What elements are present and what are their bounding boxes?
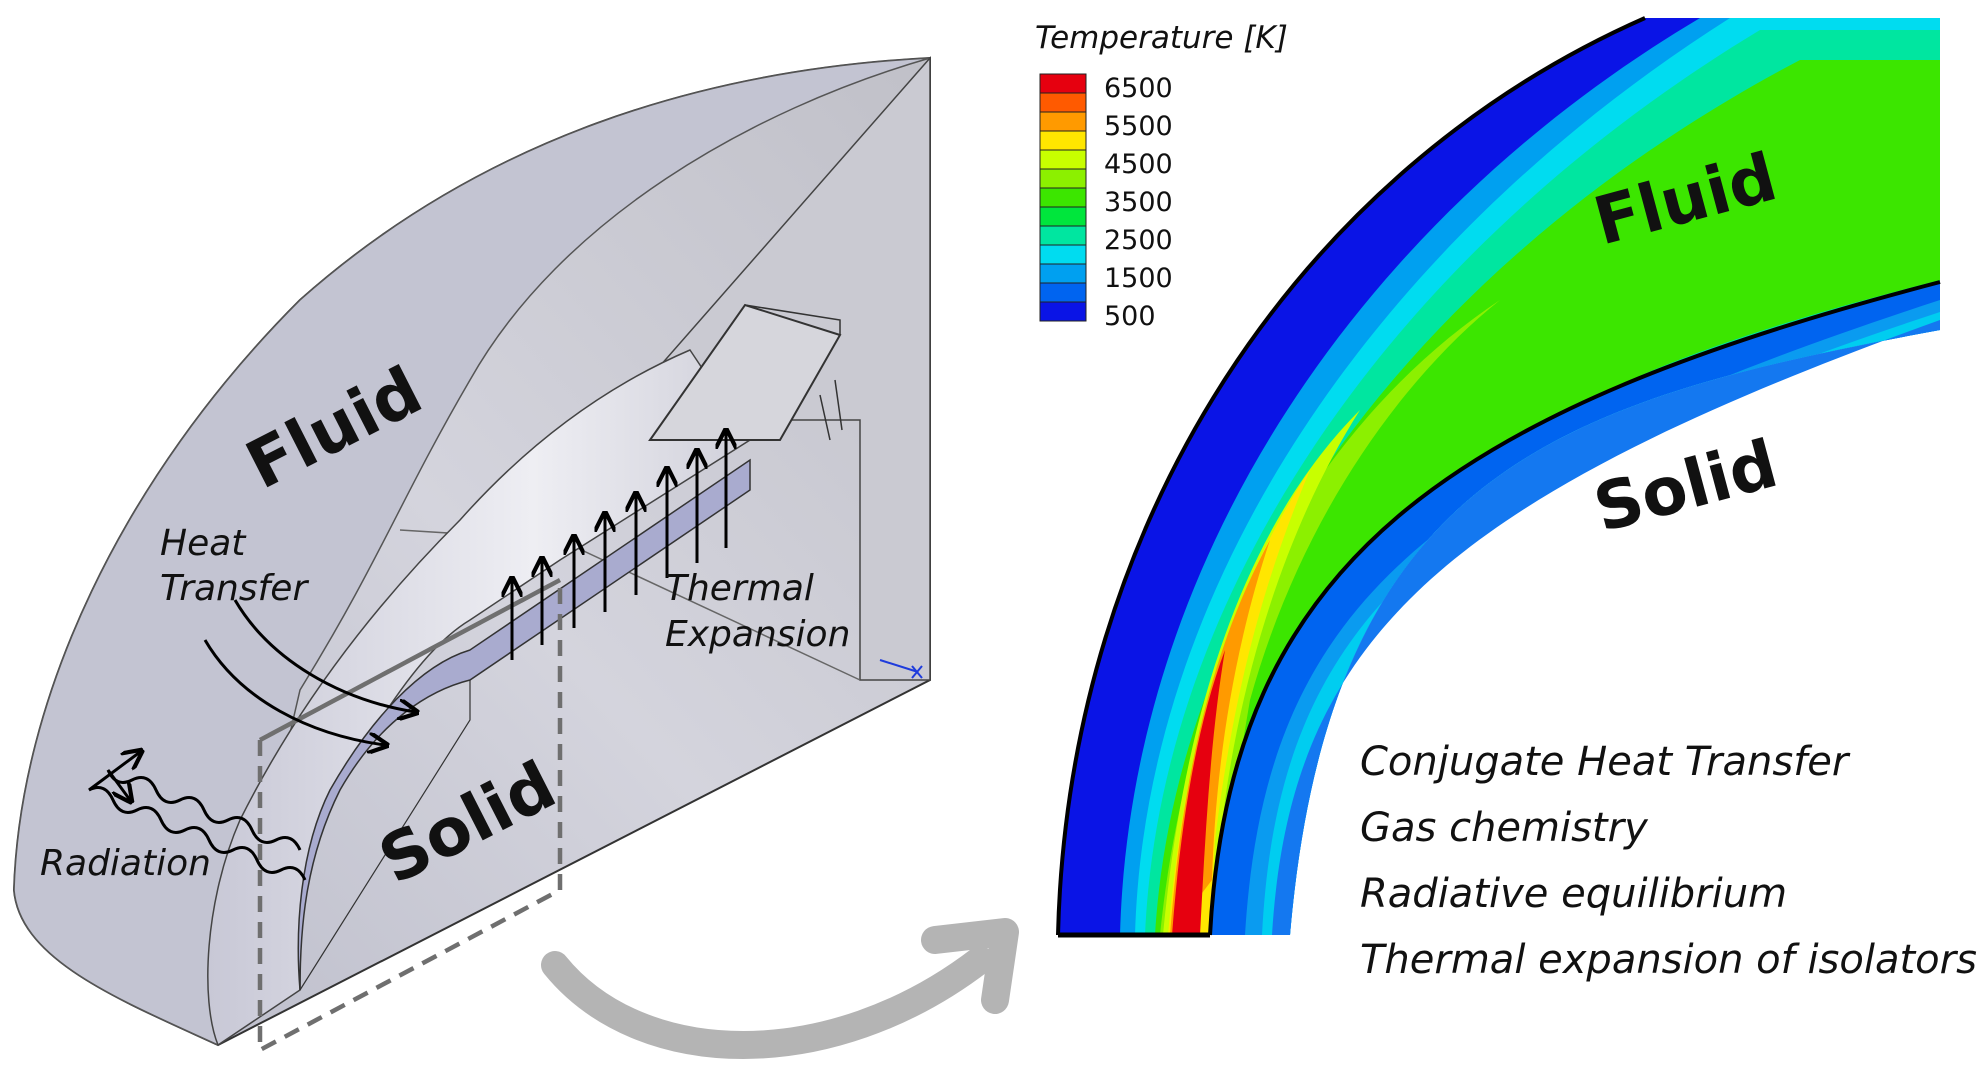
legend-swatch [1039,73,1087,94]
legend-swatch [1039,111,1087,132]
thermal-expansion-label-line2: Expansion [665,614,850,655]
radiation-wave-arrows [88,752,307,881]
legend-swatch [1039,244,1087,265]
legend-swatch [1039,92,1087,113]
feature-list: Conjugate Heat Transfer Gas chemistry Ra… [1360,739,1977,983]
legend-swatch [1039,263,1087,284]
feature-item: Thermal expansion of isolators [1360,937,1977,983]
feature-item: Gas chemistry [1360,805,1649,851]
legend-swatch [1039,225,1087,246]
fluid-band-hot [1172,650,1225,935]
outer-boundary-line [1056,16,1646,936]
legend-swatch [1039,301,1087,322]
legend-tick-label: 4500 [1104,149,1173,180]
fluid-band-green [1155,60,1940,935]
radiation-label: Radiation [40,843,211,884]
legend-swatch [1039,187,1087,208]
thermal-expansion-label-line1: Thermal [665,568,814,609]
legend-swatch [1039,168,1087,189]
transition-arrow-head [921,918,1019,1014]
heat-transfer-arrows [203,599,415,745]
legend-tick-label: 2500 [1104,225,1173,256]
legend-title: Temperature [K] [1035,20,1288,56]
legend-swatch [1039,282,1087,303]
cut-section-frame [257,576,563,1054]
legend-tick-label: 500 [1104,301,1156,332]
left-3d-view: Fluid Solid Heat Transfer Thermal Expans… [12,56,931,1054]
legend-color-bar [1039,73,1087,322]
feature-item: Radiative equilibrium [1360,871,1787,917]
coordinate-triad-icon [879,659,923,679]
temperature-legend: Temperature [K] 6500 5500 4500 3500 2500 1500… [1035,20,1288,332]
thermal-expansion-arrows [512,432,726,660]
solid-heat-shield [297,458,751,991]
legend-tick-label: 6500 [1104,73,1173,104]
fluid-domain-inner-surface [13,57,931,1047]
feature-item: Conjugate Heat Transfer [1360,739,1851,785]
legend-swatch [1039,206,1087,227]
heat-transfer-label-line2: Transfer [160,568,309,609]
fluid-solid-interface-line [1208,280,1941,936]
legend-tick-labels: 6500 5500 4500 3500 2500 1500 500 [1104,73,1173,332]
legend-tick-label: 1500 [1104,263,1173,294]
solid-band-inner [1272,320,1940,935]
legend-tick-label: 5500 [1104,111,1173,142]
transition-arrow [541,946,994,1059]
legend-swatch [1039,149,1087,170]
heat-transfer-label-line1: Heat [160,523,247,564]
temperature-contour-view: Fluid Solid [1056,16,1941,938]
legend-tick-label: 3500 [1104,187,1173,218]
legend-swatch [1039,130,1087,151]
